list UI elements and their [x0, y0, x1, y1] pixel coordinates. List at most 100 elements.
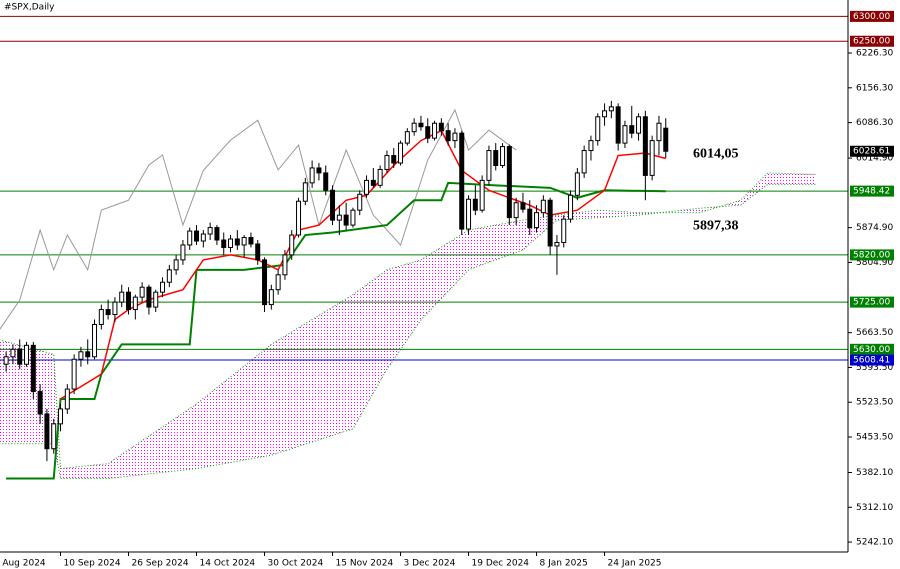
x-tick-label: 14 Oct 2024	[200, 559, 256, 569]
candle-body	[160, 281, 166, 293]
candle-body	[377, 168, 383, 186]
y-tick-label: 5523.50	[856, 398, 893, 408]
annotation: 6014,05	[693, 147, 739, 162]
candle-body	[330, 189, 336, 221]
candle-body	[309, 167, 315, 184]
candle-body	[479, 179, 485, 211]
level-label-box	[850, 296, 894, 308]
cloud-span-line	[0, 172, 816, 470]
candle-body	[275, 274, 281, 291]
level-label: 5608.41	[853, 356, 890, 366]
candle-body	[656, 122, 662, 142]
overlay: 6226.30 6156.30 6086.30 6014.90 5874.90 5804.…	[2, 10, 894, 569]
candle-body	[472, 198, 478, 211]
y-tick-label: 6086.30	[856, 118, 893, 128]
candle-body	[642, 116, 648, 176]
candle-body	[663, 127, 669, 152]
x-tick-label: 10 Sep 2024	[64, 559, 121, 569]
indicator-line	[0, 108, 517, 330]
candle-body	[493, 150, 499, 166]
level-label: 5948.42	[853, 187, 890, 197]
level-label: 5820.00	[853, 250, 890, 260]
candle-body	[37, 391, 43, 415]
candle-body	[44, 413, 50, 450]
candle-body	[146, 286, 152, 308]
candle-body	[554, 241, 560, 247]
candle-body	[268, 289, 274, 306]
candle-body	[214, 227, 220, 241]
candle-body	[622, 125, 628, 144]
candle-body	[262, 259, 268, 306]
candle-body	[452, 132, 458, 142]
level-label: 6300.00	[853, 12, 890, 22]
candle-body	[547, 199, 553, 247]
candle-body	[391, 155, 397, 164]
candle-body	[180, 244, 186, 261]
candle-body	[71, 358, 77, 390]
x-tick-label: 24 Jan 2025	[608, 559, 662, 569]
candle-body	[17, 348, 23, 365]
x-tick-label: 15 Nov 2024	[336, 559, 394, 569]
candle-body	[255, 243, 261, 261]
candle-body	[404, 131, 410, 144]
x-tick-label: 8 Jan 2025	[540, 559, 588, 569]
candle-body	[595, 116, 601, 142]
level-label-box	[850, 35, 894, 47]
candle-body	[459, 132, 465, 230]
annotation: 5897,38	[693, 219, 739, 234]
y-tick-label: 5593.50	[856, 363, 893, 373]
candle-body	[445, 130, 451, 142]
candle-body	[241, 237, 247, 246]
candle-body	[425, 126, 431, 139]
candle-body	[302, 182, 308, 202]
cloud-span-line	[0, 183, 816, 480]
candle-body	[228, 238, 234, 248]
candle-body	[608, 106, 614, 112]
candle-body	[126, 291, 132, 311]
candle-body	[384, 155, 390, 170]
candle-body	[568, 194, 574, 220]
level-label-box	[850, 354, 894, 366]
y-tick-label: 5382.10	[856, 468, 893, 478]
candle-body	[357, 193, 363, 211]
candle-body	[132, 296, 138, 311]
candle-body	[336, 214, 342, 221]
candle-body	[615, 106, 621, 144]
candle-body	[370, 179, 376, 186]
candle-body	[411, 122, 417, 133]
level-label-box	[850, 343, 894, 355]
y-tick-label: 5312.10	[856, 503, 893, 513]
candle-body	[92, 323, 98, 358]
candle-body	[649, 140, 655, 176]
candle-body	[520, 202, 526, 210]
candle-body	[364, 179, 370, 195]
candle-body	[350, 209, 356, 226]
plot-area	[0, 15, 848, 480]
candle-body	[636, 116, 642, 134]
candle-body	[64, 388, 70, 410]
candle-body	[78, 351, 84, 360]
candle-body	[248, 237, 254, 245]
y-tick-label: 5874.90	[856, 223, 893, 233]
candle-body	[10, 348, 16, 358]
candle-body	[234, 238, 240, 246]
level-label: 6250.00	[853, 37, 890, 47]
candle-body	[200, 233, 206, 242]
x-tick-label: Aug 2024	[2, 559, 46, 569]
last-price-label-box	[850, 145, 894, 157]
x-tick-label: 19 Dec 2024	[472, 559, 530, 569]
y-tick-label: 5453.50	[856, 433, 893, 443]
candle-body	[119, 291, 125, 303]
level-label: 5630.00	[853, 345, 890, 355]
candle-body	[173, 259, 179, 271]
y-tick-label: 6226.30	[856, 49, 893, 59]
level-label: 5725.00	[853, 298, 890, 308]
candle-body	[602, 110, 608, 118]
candle-body	[561, 218, 567, 243]
candle-body	[540, 199, 546, 214]
candle-body	[323, 172, 329, 191]
candle-body	[588, 140, 594, 152]
candle-body	[527, 208, 533, 229]
x-tick-label: 26 Sep 2024	[132, 559, 189, 569]
